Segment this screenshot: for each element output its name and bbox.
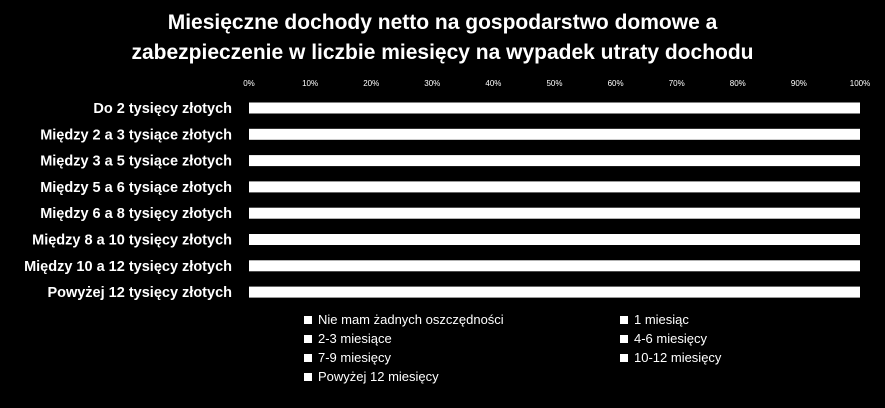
bar xyxy=(249,286,860,298)
legend-item: 7-9 miesięcy xyxy=(304,349,620,367)
x-tick-label: 20% xyxy=(363,79,379,88)
x-tick-label: 80% xyxy=(730,79,746,88)
category-label: Między 6 a 8 tysięcy złotych xyxy=(40,206,232,222)
chart-title-line-2: zabezpieczenie w liczbie miesięcy na wyp… xyxy=(131,41,754,64)
category-label: Powyżej 12 tysięcy złotych xyxy=(47,285,232,301)
legend-label: 1 miesiąc xyxy=(634,312,689,327)
x-tick-label: 90% xyxy=(791,79,807,88)
x-tick-label: 10% xyxy=(302,79,318,88)
legend-item: Nie mam żadnych oszczędności xyxy=(304,311,620,329)
legend-swatch xyxy=(304,373,312,381)
category-label: Między 5 a 6 tysiące złotych xyxy=(40,180,232,196)
legend-label: Powyżej 12 miesięcy xyxy=(318,369,439,384)
legend-label: 10-12 miesięcy xyxy=(634,350,722,365)
legend-item: 10-12 miesięcy xyxy=(620,349,774,367)
bar xyxy=(249,181,860,193)
legend-item: 4-6 miesięcy xyxy=(620,330,774,348)
category-label: Między 8 a 10 tysięcy złotych xyxy=(32,233,232,249)
category-label: Między 2 a 3 tysiące złotych xyxy=(40,127,232,143)
category-label: Między 3 a 5 tysiące złotych xyxy=(40,154,232,170)
legend-item: Powyżej 12 miesięcy xyxy=(304,368,620,386)
x-tick-label: 50% xyxy=(546,79,562,88)
bar xyxy=(249,207,860,219)
legend-item: 2-3 miesiące xyxy=(304,330,620,348)
chart-legend: Nie mam żadnych oszczędności 1 miesiąc 2… xyxy=(304,311,774,386)
bar xyxy=(249,260,860,272)
category-label: Do 2 tysięcy złotych xyxy=(93,101,232,117)
legend-label: 2-3 miesiące xyxy=(318,331,392,346)
legend-swatch xyxy=(620,354,628,362)
legend-label: 7-9 miesięcy xyxy=(318,350,391,365)
bar xyxy=(249,102,860,114)
x-tick-label: 0% xyxy=(243,79,255,88)
legend-swatch xyxy=(304,354,312,362)
chart-title: Miesięczne dochody netto na gospodarstwo… xyxy=(0,8,885,68)
chart-title-line-1: Miesięczne dochody netto na gospodarstwo… xyxy=(167,11,718,34)
x-tick-label: 70% xyxy=(669,79,685,88)
bar xyxy=(249,234,860,245)
x-tick-label: 100% xyxy=(850,79,870,88)
legend-label: Nie mam żadnych oszczędności xyxy=(318,312,504,327)
bar xyxy=(249,155,860,167)
legend-swatch xyxy=(620,316,628,324)
legend-item: 1 miesiąc xyxy=(620,311,774,329)
bar xyxy=(249,128,860,140)
legend-swatch xyxy=(620,335,628,343)
legend-swatch xyxy=(304,335,312,343)
legend-swatch xyxy=(304,316,312,324)
category-label: Między 10 a 12 tysięcy złotych xyxy=(24,259,232,275)
legend-label: 4-6 miesięcy xyxy=(634,331,707,346)
x-tick-label: 30% xyxy=(424,79,440,88)
x-tick-label: 60% xyxy=(608,79,624,88)
x-tick-label: 40% xyxy=(485,79,501,88)
